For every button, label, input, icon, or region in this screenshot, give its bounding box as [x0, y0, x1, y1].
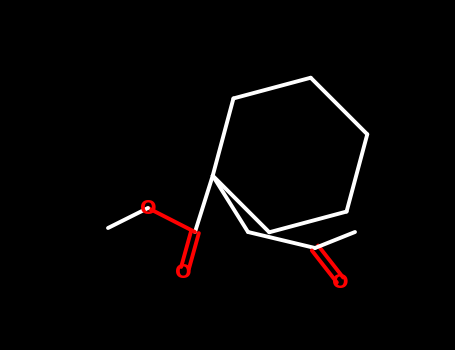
Text: O: O	[140, 198, 157, 217]
Text: O: O	[175, 262, 191, 281]
Text: O: O	[332, 273, 349, 292]
